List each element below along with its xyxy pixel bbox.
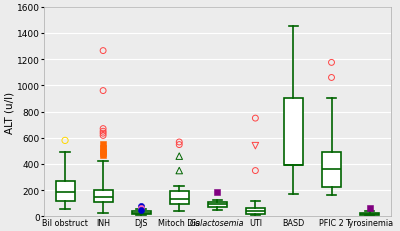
Point bbox=[100, 152, 106, 155]
Point bbox=[100, 143, 106, 146]
Point bbox=[62, 139, 68, 143]
Point bbox=[252, 117, 258, 120]
Point bbox=[138, 204, 144, 208]
Point bbox=[100, 134, 106, 138]
Point bbox=[138, 207, 144, 210]
Point bbox=[138, 208, 144, 212]
Point bbox=[100, 132, 106, 135]
PathPatch shape bbox=[170, 191, 189, 204]
Point bbox=[100, 130, 106, 134]
PathPatch shape bbox=[284, 99, 303, 165]
Point bbox=[176, 169, 182, 173]
Point bbox=[176, 155, 182, 158]
PathPatch shape bbox=[94, 190, 113, 202]
PathPatch shape bbox=[322, 152, 341, 187]
Point bbox=[214, 191, 220, 194]
Point bbox=[100, 154, 106, 157]
Point bbox=[100, 127, 106, 131]
Point bbox=[100, 146, 106, 150]
PathPatch shape bbox=[360, 213, 379, 215]
Point bbox=[366, 207, 373, 210]
Point bbox=[176, 143, 182, 147]
Point bbox=[252, 144, 258, 148]
Point bbox=[100, 49, 106, 53]
Point bbox=[176, 140, 182, 144]
PathPatch shape bbox=[132, 211, 151, 214]
Point bbox=[252, 169, 258, 173]
Point bbox=[100, 149, 106, 153]
PathPatch shape bbox=[56, 181, 74, 201]
Point bbox=[328, 61, 335, 65]
Point bbox=[100, 89, 106, 93]
PathPatch shape bbox=[246, 208, 265, 214]
Y-axis label: ALT (u/l): ALT (u/l) bbox=[4, 91, 14, 133]
Point bbox=[328, 76, 335, 80]
PathPatch shape bbox=[208, 202, 227, 207]
